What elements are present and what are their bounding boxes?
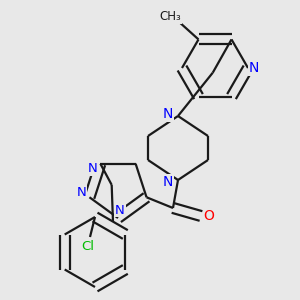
Text: N: N bbox=[88, 162, 97, 175]
Text: N: N bbox=[163, 175, 173, 189]
Text: N: N bbox=[163, 107, 173, 121]
Text: CH₃: CH₃ bbox=[160, 10, 182, 23]
Text: N: N bbox=[76, 186, 86, 199]
Text: O: O bbox=[204, 209, 214, 223]
Text: N: N bbox=[115, 203, 125, 217]
Text: N: N bbox=[249, 61, 259, 75]
Text: Cl: Cl bbox=[82, 241, 94, 254]
